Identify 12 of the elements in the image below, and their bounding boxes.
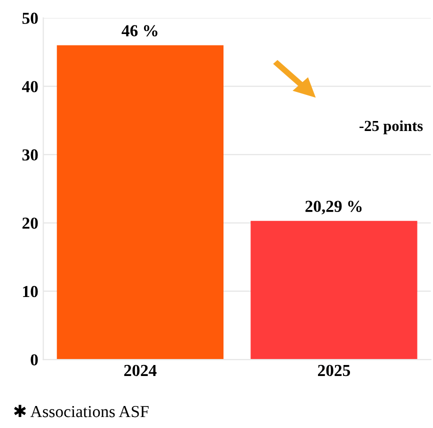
y-tick-label: 50 — [22, 12, 38, 24]
y-tick-label: 30 — [22, 149, 38, 161]
y-tick-label: 0 — [30, 354, 38, 366]
y-tick-label: 40 — [22, 80, 38, 92]
data-label: 20,29 % — [305, 200, 362, 214]
x-tick-label: 2025 — [318, 364, 350, 376]
data-label: 46 % — [122, 25, 158, 36]
x-tick-label: 2024 — [124, 364, 157, 376]
y-tick-label: 20 — [22, 218, 38, 229]
annotation: -25 points — [360, 120, 423, 134]
y-tick-label: 10 — [23, 286, 38, 298]
text: ✱ Associations ASF — [14, 404, 149, 418]
